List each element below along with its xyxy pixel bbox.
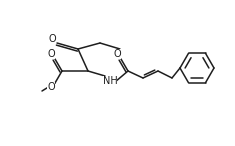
Text: O: O (113, 49, 121, 59)
Text: O: O (48, 34, 56, 44)
Text: NH: NH (103, 76, 117, 86)
Text: O: O (47, 82, 55, 92)
Text: O: O (47, 49, 55, 59)
